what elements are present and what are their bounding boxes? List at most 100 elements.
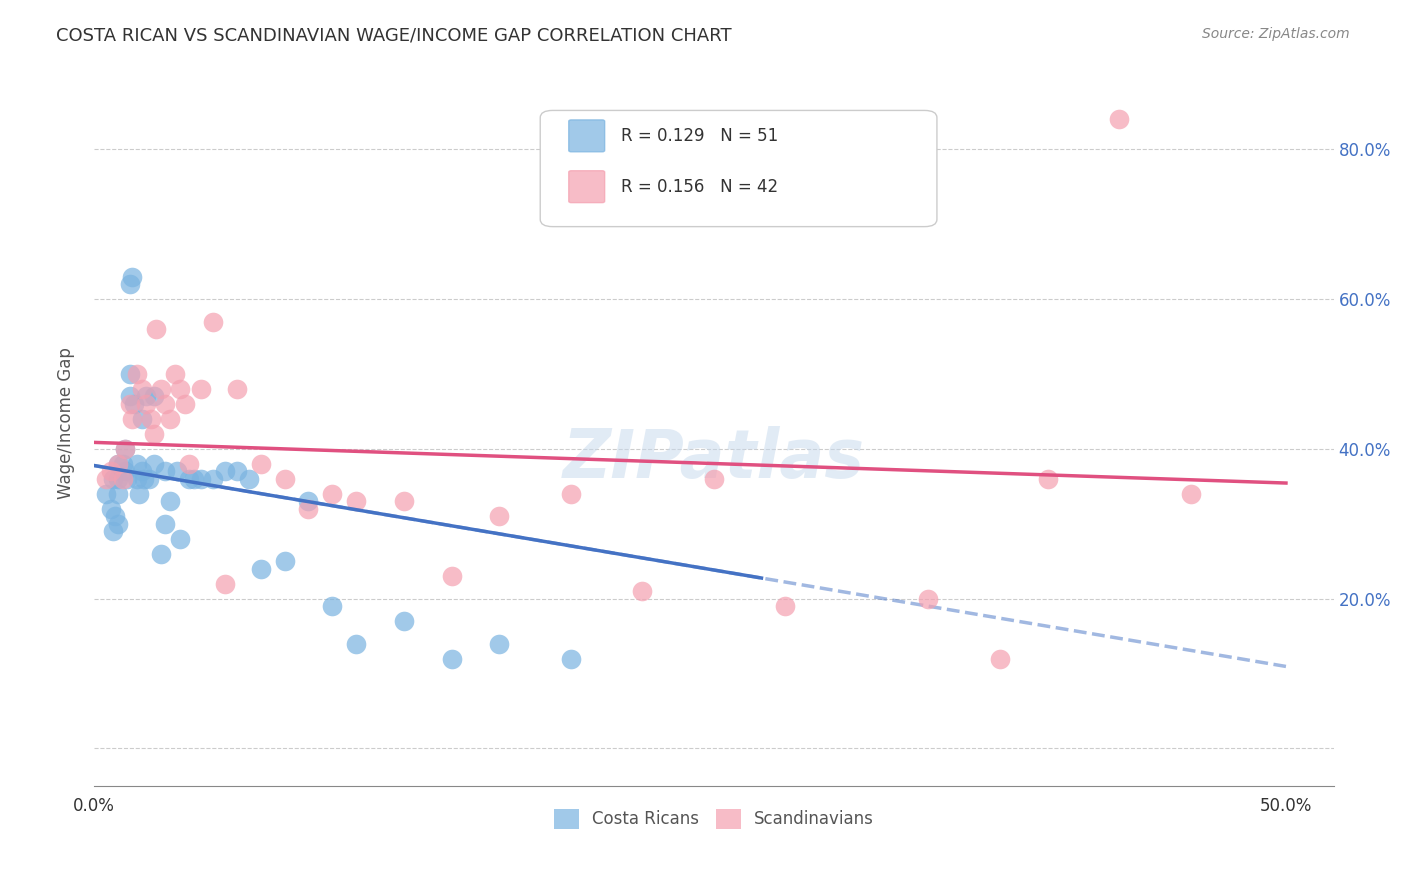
Legend: Costa Ricans, Scandinavians: Costa Ricans, Scandinavians bbox=[547, 802, 880, 836]
Point bbox=[202, 472, 225, 486]
Point bbox=[131, 412, 153, 426]
Point bbox=[142, 426, 165, 441]
Point bbox=[344, 636, 367, 650]
Point bbox=[183, 472, 205, 486]
Point bbox=[190, 382, 212, 396]
Point bbox=[440, 569, 463, 583]
Point bbox=[101, 472, 124, 486]
Point bbox=[344, 494, 367, 508]
Point bbox=[190, 472, 212, 486]
Point bbox=[107, 516, 129, 531]
Point bbox=[155, 464, 177, 478]
Point bbox=[488, 636, 510, 650]
Point bbox=[142, 457, 165, 471]
FancyBboxPatch shape bbox=[540, 111, 936, 227]
Point bbox=[145, 322, 167, 336]
Point bbox=[560, 651, 582, 665]
Point bbox=[114, 442, 136, 456]
Point bbox=[392, 614, 415, 628]
Point bbox=[132, 472, 155, 486]
Point bbox=[149, 382, 172, 396]
Point bbox=[226, 464, 249, 478]
Point bbox=[560, 487, 582, 501]
Point bbox=[238, 472, 260, 486]
Text: R = 0.129   N = 51: R = 0.129 N = 51 bbox=[621, 127, 778, 145]
Point bbox=[250, 562, 273, 576]
Point bbox=[169, 382, 191, 396]
Point bbox=[107, 487, 129, 501]
Point bbox=[159, 494, 181, 508]
Point bbox=[125, 367, 148, 381]
Point bbox=[917, 591, 939, 606]
Point bbox=[141, 412, 163, 426]
Point bbox=[155, 516, 177, 531]
Point bbox=[163, 367, 186, 381]
Point bbox=[101, 524, 124, 539]
Point bbox=[128, 487, 150, 501]
Point bbox=[1108, 112, 1130, 127]
Point bbox=[138, 472, 160, 486]
Point bbox=[321, 487, 343, 501]
Point bbox=[202, 315, 225, 329]
Point bbox=[392, 494, 415, 508]
Point bbox=[155, 397, 177, 411]
Point bbox=[1036, 472, 1059, 486]
Point bbox=[169, 532, 191, 546]
Point bbox=[631, 584, 654, 599]
Point bbox=[125, 457, 148, 471]
Point bbox=[273, 472, 295, 486]
Point bbox=[100, 464, 122, 478]
Point bbox=[114, 442, 136, 456]
Point bbox=[118, 367, 141, 381]
Text: COSTA RICAN VS SCANDINAVIAN WAGE/INCOME GAP CORRELATION CHART: COSTA RICAN VS SCANDINAVIAN WAGE/INCOME … bbox=[56, 27, 733, 45]
Point bbox=[297, 501, 319, 516]
Point bbox=[440, 651, 463, 665]
Point bbox=[118, 277, 141, 292]
Point bbox=[111, 457, 134, 471]
Point bbox=[107, 457, 129, 471]
Point bbox=[179, 457, 201, 471]
Text: Source: ZipAtlas.com: Source: ZipAtlas.com bbox=[1202, 27, 1350, 41]
Point bbox=[107, 472, 129, 486]
Point bbox=[166, 464, 188, 478]
Point bbox=[297, 494, 319, 508]
Point bbox=[135, 389, 157, 403]
Point bbox=[94, 487, 117, 501]
FancyBboxPatch shape bbox=[569, 170, 605, 202]
Point bbox=[703, 472, 725, 486]
Point bbox=[703, 179, 725, 194]
Point bbox=[173, 397, 195, 411]
Point bbox=[135, 397, 157, 411]
Point bbox=[94, 472, 117, 486]
Point bbox=[1180, 487, 1202, 501]
Point bbox=[142, 389, 165, 403]
Point bbox=[250, 457, 273, 471]
Point bbox=[111, 472, 134, 486]
Point bbox=[226, 382, 249, 396]
Point bbox=[117, 472, 139, 486]
Y-axis label: Wage/Income Gap: Wage/Income Gap bbox=[58, 347, 75, 499]
Point bbox=[118, 397, 141, 411]
Point bbox=[214, 576, 236, 591]
Point bbox=[100, 501, 122, 516]
Point bbox=[121, 269, 143, 284]
Point bbox=[131, 382, 153, 396]
Point bbox=[321, 599, 343, 613]
Point bbox=[214, 464, 236, 478]
Text: ZIPatlas: ZIPatlas bbox=[562, 426, 865, 492]
Point bbox=[124, 397, 146, 411]
Point bbox=[149, 547, 172, 561]
FancyBboxPatch shape bbox=[569, 120, 605, 152]
Point bbox=[131, 464, 153, 478]
Point bbox=[118, 389, 141, 403]
Point bbox=[775, 599, 797, 613]
Point bbox=[104, 509, 127, 524]
Point bbox=[273, 554, 295, 568]
Point bbox=[159, 412, 181, 426]
Text: R = 0.156   N = 42: R = 0.156 N = 42 bbox=[621, 178, 778, 195]
Point bbox=[107, 457, 129, 471]
Point bbox=[121, 412, 143, 426]
Point bbox=[488, 509, 510, 524]
Point bbox=[179, 472, 201, 486]
Point bbox=[988, 651, 1011, 665]
